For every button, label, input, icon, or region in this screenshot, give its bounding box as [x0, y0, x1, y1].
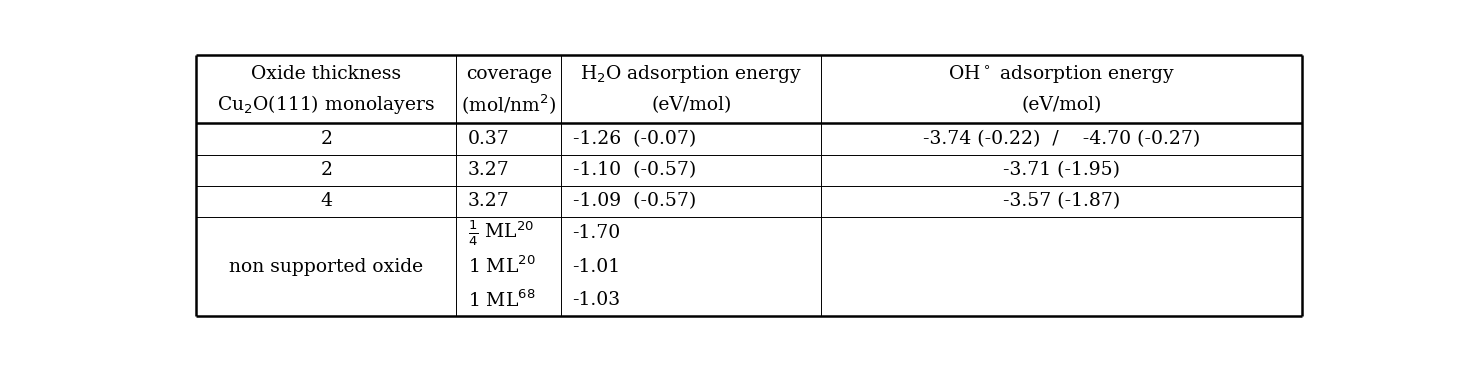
- Text: -3.74 (-0.22)  /    -4.70 (-0.27): -3.74 (-0.22) / -4.70 (-0.27): [923, 130, 1200, 148]
- Text: -1.70: -1.70: [573, 224, 621, 242]
- Text: $\frac{1}{4}$ ML$^{20}$: $\frac{1}{4}$ ML$^{20}$: [468, 219, 534, 248]
- Text: H$_2$O adsorption energy: H$_2$O adsorption energy: [580, 63, 803, 85]
- Text: -1.09  (-0.57): -1.09 (-0.57): [573, 192, 696, 210]
- Text: 4: 4: [320, 192, 332, 210]
- Text: -1.01: -1.01: [573, 258, 621, 276]
- Text: -3.71 (-1.95): -3.71 (-1.95): [1003, 161, 1120, 179]
- Text: non supported oxide: non supported oxide: [230, 258, 424, 276]
- Text: -1.10  (-0.57): -1.10 (-0.57): [573, 161, 696, 179]
- Text: Oxide thickness: Oxide thickness: [251, 65, 402, 83]
- Text: -1.26  (-0.07): -1.26 (-0.07): [573, 130, 696, 148]
- Text: 3.27: 3.27: [468, 192, 509, 210]
- Text: -3.57 (-1.87): -3.57 (-1.87): [1003, 192, 1120, 210]
- Text: 0.37: 0.37: [468, 130, 509, 148]
- Text: (mol/nm$^2$): (mol/nm$^2$): [461, 93, 557, 117]
- Text: (eV/mol): (eV/mol): [651, 96, 731, 114]
- Text: (eV/mol): (eV/mol): [1022, 96, 1102, 114]
- Text: 3.27: 3.27: [468, 161, 509, 179]
- Text: 2: 2: [320, 130, 332, 148]
- Text: coverage: coverage: [466, 65, 551, 83]
- Text: -1.03: -1.03: [573, 291, 621, 309]
- Text: OH$^\circ$ adsorption energy: OH$^\circ$ adsorption energy: [947, 63, 1175, 85]
- Text: Cu$_2$O(111) monolayers: Cu$_2$O(111) monolayers: [218, 93, 436, 116]
- Text: 1 ML$^{20}$: 1 ML$^{20}$: [468, 256, 535, 277]
- Text: 2: 2: [320, 161, 332, 179]
- Text: 1 ML$^{68}$: 1 ML$^{68}$: [468, 289, 535, 311]
